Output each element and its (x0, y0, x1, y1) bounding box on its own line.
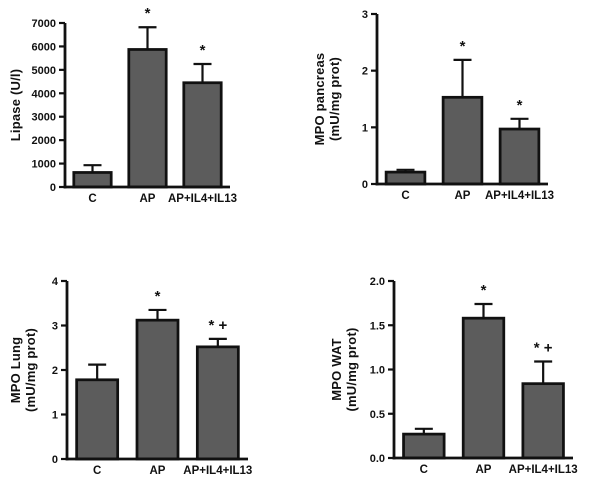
bar (72, 171, 113, 189)
y-tick-label: 5000 (32, 65, 56, 77)
bar (75, 378, 120, 461)
significance-marker: * (155, 288, 161, 305)
chart-panel-mpo-lung: C * AP * + AP+IL4+IL13 0 1 2 3 4 MPO Lung(mU/mg pr… (8, 276, 252, 477)
x-category-label: C (401, 190, 409, 202)
significance-marker: * + (208, 317, 227, 334)
bar (127, 48, 168, 189)
y-tick-label: 2.0 (370, 276, 385, 288)
x-category-label: C (93, 465, 101, 477)
bar (521, 382, 565, 460)
significance-marker: * (460, 38, 466, 55)
y-tick-label: 7000 (32, 18, 56, 30)
bar (498, 127, 541, 186)
y-tick-label: 6000 (32, 41, 56, 53)
x-category-label: AP+IL4+IL13 (485, 190, 554, 202)
significance-marker: * (145, 5, 151, 22)
chart-panel-mpo-pancreas: C * AP * AP+IL4+IL13 0 1 2 3 MPO pancreas(mU/mg p… (312, 9, 554, 202)
y-tick-label: 2 (362, 66, 368, 78)
y-tick-label: 3000 (32, 112, 56, 124)
y-tick-label: 3 (362, 9, 368, 21)
y-tick-label: 3 (52, 321, 58, 333)
y-tick-label: 1.5 (370, 320, 385, 332)
chart-panel-lipase: C * AP * AP+IL4+IL13 0 1000 2000 3000 4000 5000 600… (8, 5, 237, 205)
significance-marker: * (517, 97, 523, 114)
y-tick-label: 1.0 (370, 365, 385, 377)
bar (402, 432, 446, 460)
significance-marker: * + (534, 340, 553, 357)
x-category-label: AP+IL4+IL13 (183, 465, 252, 477)
y-tick-label: 0.0 (370, 453, 385, 465)
bar (461, 316, 506, 460)
y-tick-label: 0 (362, 179, 368, 191)
x-category-label: C (88, 193, 96, 205)
y-tick-label: 1 (362, 122, 368, 134)
y-tick-label: 0 (50, 182, 56, 194)
y-tick-label: 4 (52, 276, 59, 288)
y-tick-label: 1000 (32, 159, 56, 171)
x-category-label: C (420, 464, 428, 476)
y-tick-label: 2 (52, 365, 58, 377)
significance-marker: * (200, 42, 206, 59)
significance-marker: * (481, 282, 487, 299)
y-tick-label: 1 (52, 410, 58, 422)
chart-panel-mpo-wat: C * AP * + AP+IL4+IL13 0.0 0.5 1.0 1.5 2.0 MPO WAT… (329, 276, 578, 476)
y-tick-label: 0 (52, 454, 58, 466)
x-category-label: AP (150, 465, 166, 477)
bar (135, 318, 180, 461)
x-category-label: AP (476, 464, 492, 476)
bar (384, 170, 427, 186)
x-category-label: AP (140, 193, 156, 205)
bar (182, 81, 223, 189)
y-axis-title: MPO Lung(mU/mg prot) (8, 328, 38, 412)
y-axis-title: MPO pancreas(mU/mg prot) (312, 53, 342, 146)
bar (441, 95, 484, 186)
y-tick-label: 0.5 (370, 409, 385, 421)
x-category-label: AP+IL4+IL13 (509, 464, 578, 476)
y-tick-label: 4000 (32, 88, 56, 100)
x-category-label: AP+IL4+IL13 (168, 193, 237, 205)
y-axis-title: MPO WAT(mU/mg prot) (329, 328, 359, 412)
y-axis-title: Lipase (U/l) (8, 69, 23, 141)
y-tick-label: 2000 (32, 135, 56, 147)
bar (195, 345, 240, 461)
x-category-label: AP (455, 190, 471, 202)
